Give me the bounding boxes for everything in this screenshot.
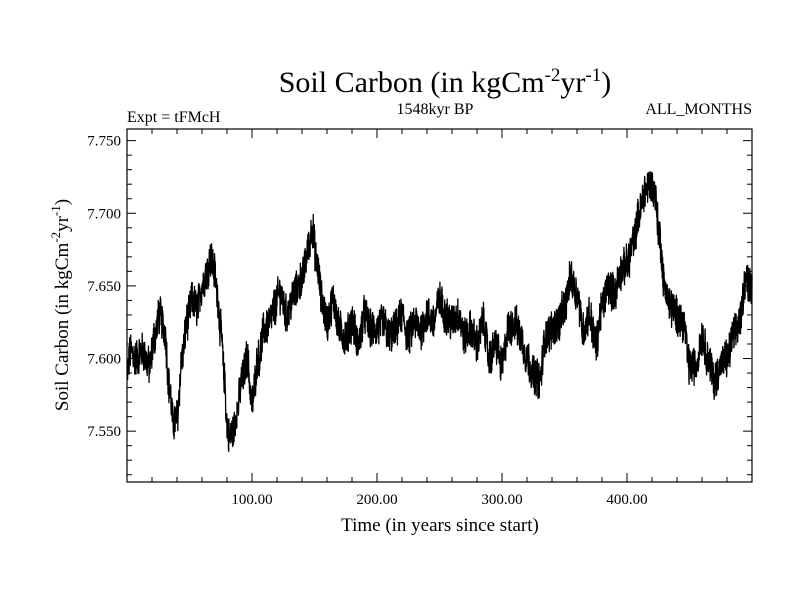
y-tick-label: 7.550 <box>87 424 121 440</box>
x-tick-label: 400.00 <box>606 492 647 508</box>
plot-frame <box>126 128 753 483</box>
period-label: 1548kyr BP <box>397 101 474 118</box>
x-tick-label: 300.00 <box>481 492 522 508</box>
y-tick-label: 7.650 <box>87 279 121 295</box>
chart-title: Soil Carbon (in kgCm-2yr-1) <box>279 65 612 99</box>
y-tick-label: 7.600 <box>87 352 121 368</box>
series-line-soil-carbon <box>126 171 753 452</box>
x-axis-label: Time (in years since start) <box>341 515 539 536</box>
experiment-label: Expt = tFMcH <box>127 109 221 126</box>
y-axis-label: Soil Carbon (in kgCm-2yr-1) <box>48 199 73 411</box>
x-axis: 100.00 200.00 300.00 400.00 <box>126 129 753 508</box>
y-axis: 7.550 7.600 7.650 7.700 7.750 <box>87 134 752 476</box>
y-tick-label: 7.750 <box>87 134 121 150</box>
x-tick-label: 200.00 <box>356 492 397 508</box>
y-tick-label: 7.700 <box>87 206 121 222</box>
x-tick-label: 100.00 <box>231 492 272 508</box>
plot-area <box>126 171 753 452</box>
months-label: ALL_MONTHS <box>645 101 752 118</box>
